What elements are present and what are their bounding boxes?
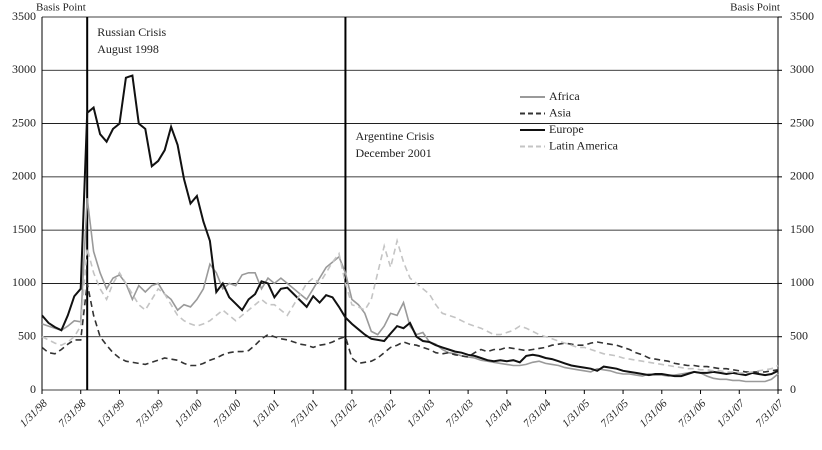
y-tick-label: 0	[30, 382, 36, 396]
x-tick-label: 7/31/01	[289, 397, 321, 429]
y-tick-label: 2500	[12, 115, 36, 129]
y-tick-label: 500	[18, 328, 36, 342]
x-tick-label: 7/31/06	[676, 397, 709, 430]
x-tick-label: 7/31/99	[134, 397, 167, 430]
x-tick-label: 1/31/98	[18, 397, 51, 430]
series-line	[41, 283, 779, 373]
x-tick-label: 7/31/98	[56, 397, 89, 430]
annotation: Argentine Crisis	[355, 129, 434, 143]
x-tick-label: 1/31/00	[173, 397, 206, 430]
x-tick-label: 1/31/02	[328, 397, 361, 430]
annotation: December 2001	[355, 146, 431, 160]
y-tick-label: 2000	[12, 169, 36, 183]
y2-axis-label: Basis Point	[730, 2, 780, 14]
y2-tick-label: 3500	[790, 9, 814, 23]
y2-tick-label: 0	[790, 382, 796, 396]
annotation: August 1998	[97, 42, 159, 56]
x-tick-label: 1/31/03	[405, 397, 438, 430]
y2-tick-label: 1000	[790, 275, 814, 289]
y2-tick-label: 2500	[790, 115, 814, 129]
legend-label: Europe	[549, 122, 584, 136]
y-tick-label: 3500	[12, 9, 36, 23]
y-tick-label: 1000	[12, 275, 36, 289]
y-tick-label: 3000	[12, 62, 36, 76]
legend-label: Latin America	[549, 138, 619, 152]
y2-tick-label: 3000	[790, 62, 814, 76]
y-tick-label: 1500	[12, 222, 36, 236]
legend-label: Asia	[549, 105, 572, 119]
y2-tick-label: 2000	[790, 169, 814, 183]
legend-label: Africa	[549, 89, 580, 103]
x-tick-label: 1/31/07	[715, 397, 748, 430]
x-tick-label: 7/31/04	[521, 397, 554, 430]
x-tick-label: 1/31/01	[250, 397, 282, 429]
series-line	[41, 198, 779, 383]
series-line	[41, 237, 779, 374]
annotation: Russian Crisis	[97, 25, 166, 39]
y2-tick-label: 1500	[790, 222, 814, 236]
x-tick-label: 7/31/02	[366, 397, 399, 430]
x-tick-label: 7/31/05	[599, 397, 632, 430]
x-tick-label: 1/31/04	[482, 397, 515, 430]
x-tick-label: 1/31/05	[560, 397, 593, 430]
x-tick-label: 7/31/03	[444, 397, 477, 430]
y2-tick-label: 500	[790, 328, 808, 342]
x-tick-label: 1/31/99	[95, 397, 128, 430]
series-line	[41, 74, 779, 378]
x-tick-label: 1/31/06	[637, 397, 670, 430]
x-tick-label: 7/31/07	[754, 397, 787, 430]
y-axis-label: Basis Point	[36, 2, 86, 14]
x-tick-label: 7/31/00	[211, 397, 244, 430]
